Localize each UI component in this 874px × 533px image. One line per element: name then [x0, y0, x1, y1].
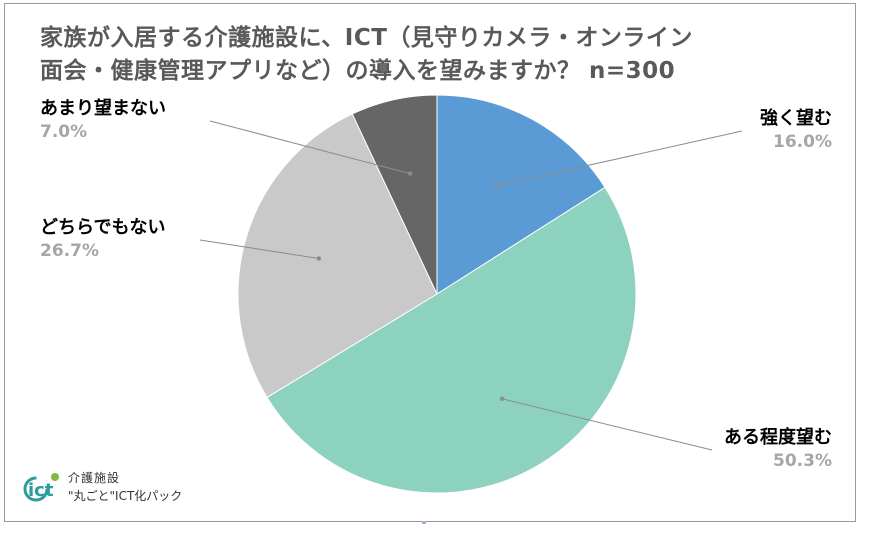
chart-title: 家族が入居する介護施設に、ICT（見守りカメラ・オンライン 面会・健康管理アプリ… [40, 22, 830, 88]
slice-label-1: 強く望む [760, 107, 832, 129]
title-line-2: 面会・健康管理アプリなど）の導入を望みますか？ n=300 [40, 58, 676, 84]
pie-slice-3 [237, 113, 438, 399]
leader-dot-2 [499, 396, 505, 401]
slice-label-3: どちらでもない [40, 217, 165, 238]
leader-line-3 [199, 239, 319, 259]
leader-line-1 [496, 130, 743, 187]
bottom-marker [422, 521, 426, 524]
title-line-1: 家族が入居する介護施設に、ICT（見守りカメラ・オンライン [40, 25, 693, 51]
pie-slice-2 [266, 186, 637, 494]
pie-slice-1 [436, 94, 606, 295]
slice-value-4: 7.0% [40, 122, 87, 142]
slice-value-2: 50.3% [773, 451, 832, 471]
slice-label-2: ある程度望む [724, 426, 832, 448]
slice-label-4: あまり望まない [40, 97, 166, 119]
slice-value-1: 16.0% [773, 132, 832, 152]
pie-slice-4 [351, 94, 438, 295]
brand-line-1: 介護施設 [68, 471, 121, 485]
svg-text:ict: ict [28, 480, 54, 501]
brand-logo: ict 介護施設 "丸ごと"ICT化パック [22, 463, 212, 511]
ict-logo-icon: ict [23, 473, 59, 502]
leader-line-2 [502, 398, 713, 451]
brand-line-2: "丸ごと"ICT化パック [68, 489, 183, 503]
slice-value-3: 26.7% [40, 241, 99, 261]
leader-line-4 [209, 120, 411, 175]
